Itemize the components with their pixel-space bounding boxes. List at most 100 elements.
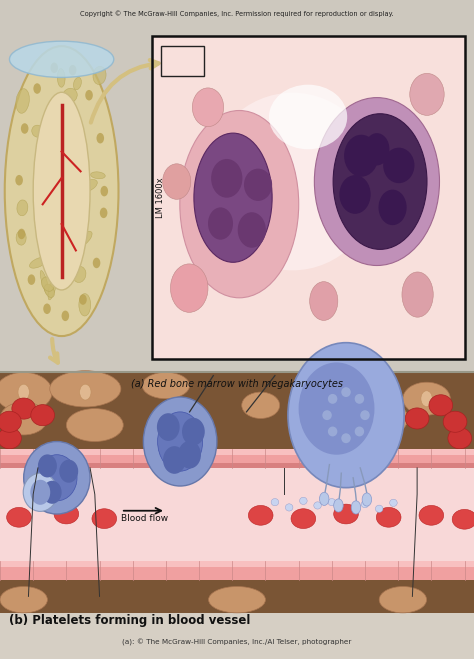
Ellipse shape (242, 392, 280, 418)
Ellipse shape (206, 93, 378, 270)
Ellipse shape (390, 500, 397, 506)
Circle shape (85, 90, 93, 100)
Ellipse shape (300, 497, 307, 505)
Ellipse shape (92, 509, 117, 529)
Ellipse shape (2, 461, 26, 482)
Ellipse shape (57, 69, 65, 87)
Ellipse shape (0, 428, 21, 449)
Ellipse shape (23, 473, 57, 511)
Ellipse shape (182, 418, 205, 445)
Ellipse shape (351, 399, 408, 438)
Text: (b) Platelets forming in blood vessel: (b) Platelets forming in blood vessel (9, 614, 251, 627)
Text: (a): © The McGraw-Hill Companies, Inc./Al Telser, photographer: (a): © The McGraw-Hill Companies, Inc./A… (122, 639, 352, 646)
Ellipse shape (209, 587, 265, 613)
Ellipse shape (192, 88, 224, 127)
Ellipse shape (35, 175, 46, 187)
Ellipse shape (36, 183, 53, 193)
Circle shape (15, 175, 23, 185)
Ellipse shape (7, 507, 31, 527)
Ellipse shape (328, 394, 337, 404)
Ellipse shape (29, 257, 47, 268)
Ellipse shape (339, 175, 371, 214)
Ellipse shape (143, 397, 217, 486)
Circle shape (97, 133, 104, 144)
Ellipse shape (93, 67, 106, 84)
Circle shape (100, 186, 108, 196)
Bar (0, 561, 474, 567)
Ellipse shape (73, 266, 86, 283)
Ellipse shape (171, 264, 208, 312)
Ellipse shape (355, 426, 364, 436)
Ellipse shape (419, 505, 444, 525)
Ellipse shape (157, 413, 180, 441)
Ellipse shape (314, 98, 439, 266)
Ellipse shape (66, 409, 123, 442)
Text: Copyright © The McGraw-Hill Companies, Inc. Permission required for reproduction: Copyright © The McGraw-Hill Companies, I… (80, 10, 394, 16)
Ellipse shape (0, 411, 21, 432)
Ellipse shape (299, 362, 374, 455)
Circle shape (33, 83, 41, 94)
Ellipse shape (375, 505, 383, 513)
Ellipse shape (59, 460, 78, 482)
Ellipse shape (65, 179, 76, 197)
Ellipse shape (328, 426, 337, 436)
Ellipse shape (334, 504, 358, 524)
Ellipse shape (163, 446, 186, 474)
Ellipse shape (178, 441, 201, 469)
Ellipse shape (31, 405, 55, 426)
Ellipse shape (40, 270, 49, 295)
Ellipse shape (211, 159, 242, 198)
Bar (0, 0, 474, 372)
Ellipse shape (344, 134, 378, 177)
Circle shape (421, 391, 432, 407)
Ellipse shape (53, 233, 66, 247)
Ellipse shape (61, 111, 74, 132)
Ellipse shape (38, 455, 57, 477)
Ellipse shape (378, 190, 407, 225)
Ellipse shape (32, 125, 44, 137)
Circle shape (69, 65, 76, 75)
Ellipse shape (403, 382, 450, 415)
Ellipse shape (410, 73, 444, 115)
Ellipse shape (30, 480, 50, 505)
Text: Blood flow: Blood flow (121, 514, 168, 523)
Ellipse shape (163, 164, 191, 199)
Ellipse shape (341, 387, 351, 397)
Ellipse shape (237, 212, 266, 248)
Circle shape (319, 492, 329, 505)
Ellipse shape (5, 46, 118, 336)
Ellipse shape (310, 281, 338, 320)
Ellipse shape (429, 395, 453, 416)
Ellipse shape (48, 275, 57, 300)
Ellipse shape (41, 277, 54, 291)
Ellipse shape (16, 231, 26, 245)
Ellipse shape (0, 587, 47, 613)
Ellipse shape (341, 434, 351, 443)
Circle shape (79, 295, 87, 305)
Ellipse shape (438, 461, 462, 482)
Bar (0, 613, 474, 659)
Ellipse shape (322, 410, 332, 420)
Ellipse shape (73, 77, 82, 90)
Circle shape (93, 258, 100, 268)
Ellipse shape (285, 503, 293, 511)
Ellipse shape (365, 133, 390, 165)
Ellipse shape (45, 284, 55, 297)
Circle shape (18, 384, 29, 400)
Ellipse shape (43, 481, 62, 503)
Circle shape (21, 123, 28, 134)
Ellipse shape (269, 84, 347, 149)
Circle shape (334, 499, 343, 512)
Ellipse shape (0, 402, 47, 435)
Ellipse shape (76, 165, 84, 176)
Bar (152, 36, 465, 359)
Ellipse shape (288, 343, 404, 488)
Ellipse shape (376, 507, 401, 527)
Circle shape (100, 208, 108, 218)
Text: (a) Red bone marrow with megakaryocytes: (a) Red bone marrow with megakaryocytes (131, 379, 343, 389)
Ellipse shape (63, 88, 77, 103)
Ellipse shape (333, 114, 427, 249)
Ellipse shape (383, 148, 414, 183)
Ellipse shape (65, 267, 75, 282)
Circle shape (18, 229, 25, 239)
